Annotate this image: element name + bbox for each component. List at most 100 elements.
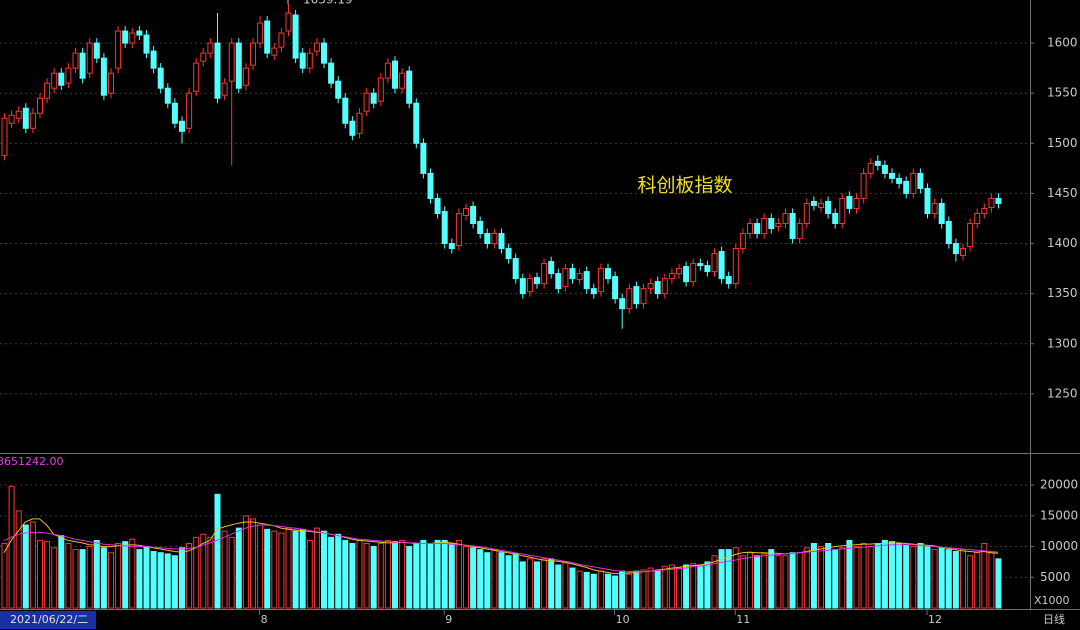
volume-bar: [278, 532, 285, 609]
volume-bar: [434, 539, 441, 609]
volume-bar: [676, 567, 682, 609]
candle-body: [37, 97, 43, 114]
candle-body: [491, 233, 498, 245]
candle-body: [519, 278, 526, 295]
volume-bar: [250, 518, 256, 609]
volume-bar: [690, 563, 697, 609]
volume-bar: [122, 541, 129, 609]
cursor-date: 2021/06/22/二: [10, 613, 88, 626]
volume-bar: [839, 547, 846, 609]
y-tick-label: 1600: [1047, 36, 1078, 50]
volume-bar: [186, 542, 193, 609]
x-tick-label: 8: [261, 613, 268, 626]
volume-bar: [51, 547, 58, 609]
candle-body: [122, 30, 129, 44]
candle-body: [292, 14, 299, 59]
volume-bar: [562, 561, 569, 609]
candle-body: [455, 212, 462, 247]
volume-bar: [633, 570, 640, 609]
candle-body: [754, 222, 761, 235]
volume-bar: [739, 555, 746, 609]
volume-bar: [910, 546, 917, 609]
volume-bar: [384, 539, 391, 609]
volume-bar: [136, 549, 143, 609]
candle-body: [860, 172, 867, 199]
y-tick-label: 1250: [1047, 386, 1078, 400]
candle-body: [278, 32, 285, 48]
candle-body: [853, 197, 860, 209]
volume-bar: [704, 561, 711, 609]
candle-body: [761, 217, 768, 235]
volume-bar: [100, 547, 107, 609]
volume-bar: [299, 528, 306, 609]
candle-body: [676, 268, 682, 275]
volume-bar: [342, 539, 349, 609]
volume-bar: [952, 550, 959, 609]
volume-bar: [79, 549, 86, 609]
candle-body: [463, 207, 469, 216]
candle-body: [363, 92, 370, 112]
volume-bar: [661, 565, 668, 609]
volume-y-tick-label: 20000: [1040, 478, 1078, 492]
volume-y-tick-label: 5000: [1040, 570, 1071, 584]
volume-bar: [335, 533, 342, 609]
candle-body: [413, 102, 420, 144]
candle-body: [924, 187, 931, 214]
candle-body: [470, 205, 477, 224]
candle-body: [235, 42, 242, 89]
candle-body: [79, 52, 86, 79]
volume-bar: [534, 561, 540, 609]
candle-body: [22, 107, 29, 129]
x-tick-label: 11: [736, 613, 750, 626]
candle-body: [214, 42, 221, 99]
volume-bar: [846, 539, 853, 609]
candle-body: [313, 42, 320, 52]
volume-bar: [881, 539, 888, 609]
volume-bar: [143, 546, 150, 609]
volume-bar: [455, 539, 462, 609]
candle-body: [597, 268, 604, 293]
candle-body: [690, 263, 697, 283]
volume-bar: [363, 542, 370, 609]
volume-bar: [214, 493, 221, 609]
candle-body: [974, 212, 981, 224]
candle-body: [399, 72, 406, 89]
candle-body: [846, 195, 853, 209]
volume-bar: [8, 485, 15, 609]
candle-body: [768, 217, 775, 230]
x-tick-label: 9: [445, 613, 452, 626]
candle-body: [640, 288, 647, 305]
volume-bar: [697, 564, 704, 609]
candle-body: [129, 32, 136, 44]
candle-body: [704, 265, 711, 273]
volume-bar: [569, 567, 576, 609]
volume-bar: [257, 524, 264, 609]
volume-bar: [960, 549, 966, 609]
volume-bar: [896, 542, 903, 609]
volume-bar: [605, 573, 611, 609]
candle-body: [271, 47, 278, 56]
volume-bar: [526, 558, 533, 609]
candle-body: [1, 117, 8, 156]
candle-body: [661, 278, 668, 295]
volume-bar: [150, 550, 157, 609]
volume-bar: [548, 558, 555, 609]
volume-bar: [15, 510, 22, 609]
volume-bar: [349, 542, 356, 609]
candle-body: [889, 172, 895, 179]
candle-body: [335, 80, 342, 99]
candle-body: [512, 258, 519, 280]
volume-bar: [995, 558, 1002, 609]
candle-body: [328, 62, 335, 84]
volume-bar: [938, 547, 945, 609]
candle-body: [193, 62, 200, 92]
volume-bar: [725, 549, 732, 609]
volume-bar: [867, 546, 874, 609]
candle-body: [995, 197, 1002, 204]
volume-bar: [470, 547, 477, 609]
candle-body: [164, 87, 171, 104]
volume-unit: X1000: [1034, 594, 1070, 607]
volume-bar: [207, 536, 214, 609]
candle-body: [789, 212, 796, 240]
